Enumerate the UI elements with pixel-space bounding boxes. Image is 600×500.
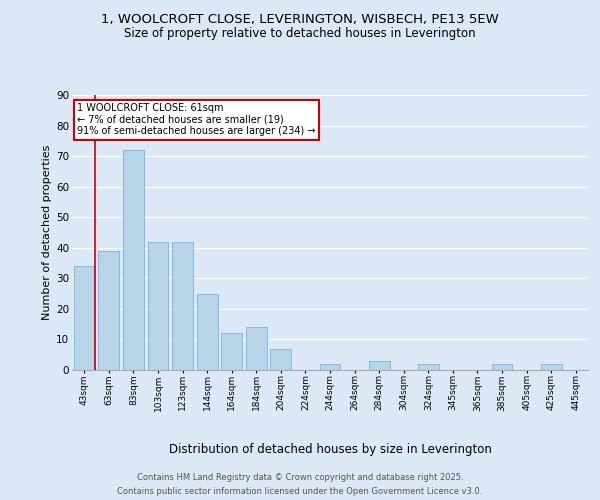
Bar [541,364,562,370]
Text: Distribution of detached houses by size in Leverington: Distribution of detached houses by size … [169,444,491,456]
Text: 1, WOOLCROFT CLOSE, LEVERINGTON, WISBECH, PE13 5EW: 1, WOOLCROFT CLOSE, LEVERINGTON, WISBECH… [101,12,499,26]
Bar [221,334,242,370]
Bar [418,364,439,370]
Bar [368,361,389,370]
Bar [271,348,292,370]
Bar [491,364,512,370]
Bar [197,294,218,370]
Bar [123,150,144,370]
Text: Contains HM Land Registry data © Crown copyright and database right 2025.: Contains HM Land Registry data © Crown c… [137,473,463,482]
Text: 1 WOOLCROFT CLOSE: 61sqm
← 7% of detached houses are smaller (19)
91% of semi-de: 1 WOOLCROFT CLOSE: 61sqm ← 7% of detache… [77,104,316,136]
Bar [74,266,95,370]
Bar [98,251,119,370]
Bar [246,327,267,370]
Y-axis label: Number of detached properties: Number of detached properties [42,145,52,320]
Bar [320,364,340,370]
Bar [148,242,169,370]
Text: Contains public sector information licensed under the Open Government Licence v3: Contains public sector information licen… [118,486,482,496]
Text: Size of property relative to detached houses in Leverington: Size of property relative to detached ho… [124,28,476,40]
Bar [172,242,193,370]
